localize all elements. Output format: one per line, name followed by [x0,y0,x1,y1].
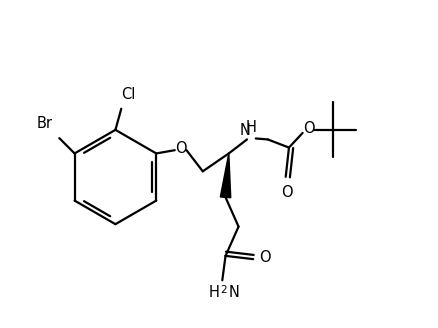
Text: H: H [208,285,219,300]
Text: Cl: Cl [121,87,135,102]
Text: O: O [281,185,293,200]
Text: O: O [258,250,270,265]
Text: N: N [240,123,250,138]
Text: O: O [174,141,186,156]
Text: H: H [245,120,256,135]
Text: N: N [228,285,238,300]
Text: 2: 2 [220,285,227,295]
Text: Br: Br [37,116,53,131]
Text: O: O [302,121,314,135]
Polygon shape [220,154,230,198]
